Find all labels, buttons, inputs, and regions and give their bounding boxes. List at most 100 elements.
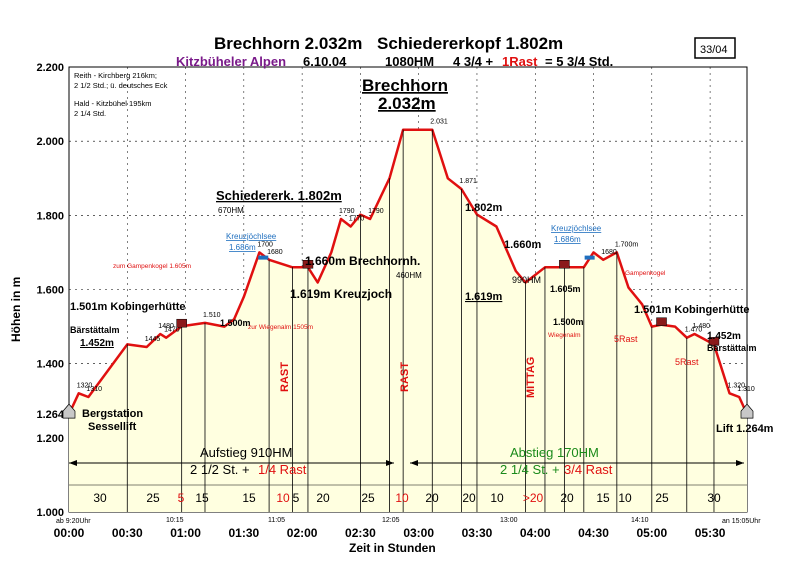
info-line-4: 2 1/4 Std. [74,109,106,118]
point-label: 1.470 [685,327,703,334]
aufstieg-arrow-head-right [386,460,394,466]
time-part1: 4 3/4 + [453,54,494,69]
baerstaettalm-left-height: 1.452m [80,338,114,349]
segment-duration: 10 [276,491,290,505]
point-label: 2.031 [430,119,448,126]
point-label: 1310 [86,386,102,393]
x-tick-label: 01:00 [170,526,201,540]
time-rast: 1Rast [502,54,538,69]
x-tick-label: 00:00 [54,526,85,540]
right-1802: 1.802m [465,202,503,214]
gampenkogel-left: zum Gampenkogel 1.605m [113,263,191,270]
segment-duration: 15 [195,491,209,505]
segment-duration: 25 [146,491,160,505]
point-label: 1445 [145,336,161,343]
lake-marker [258,255,269,260]
date-label: 6.10.04 [303,54,347,69]
lift-marker [740,403,754,419]
point-label: 1790 [339,208,355,215]
abstieg-rast: 3/4 Rast [564,462,613,477]
point-label: 1.871 [459,178,477,185]
segment-duration: 20 [425,491,439,505]
right-1619: 1.619m [465,291,503,303]
info-line-2: 2 1/2 Std.; ü. deutsches Eck [74,81,168,90]
point-label: 1.510 [203,312,221,319]
mittag-label: MITTAG [525,357,537,398]
x-tick-label: 05:00 [636,526,667,540]
kobinger-left: 1.501m Kobingerhütte [70,301,186,313]
point-labels: 132013101445148014701.510170016801790177… [62,119,755,419]
summit-name: Brechhorn [362,76,448,95]
point-label: 1480 [158,323,174,330]
schiedererk-label: Schiedererk. 1.802m [216,188,342,203]
right-1500: 1.500m [553,317,584,327]
time-1105: 11:05 [268,517,285,524]
segment-duration: 5 [178,491,185,505]
kreuzjoch-label: 1.619m Kreuzjoch [290,287,392,301]
wiegenalm-left: zur Wiegenalm 1505m [248,324,313,331]
point-label: 1.320 [728,382,746,389]
abstieg-title: Abstieg 170HM [510,445,599,460]
lift-marker [62,403,76,419]
point-label: 1680 [601,249,617,256]
baerstaettalm-right-height: 1.452m [707,331,741,342]
point-label: 1700 [257,241,273,248]
x-tick-label: 04:30 [578,526,609,540]
left-1500: 1.500m [220,318,251,328]
info-line-1: Reith - Kirchberg 216km; [74,71,157,80]
segment-duration: 5 [293,491,300,505]
title-brechhorn: Brechhorn 2.032m [214,34,362,53]
hut-marker [708,337,720,346]
wiegenalm-right: Wiegenalm [548,332,581,339]
point-label: 1.700m [615,241,639,248]
segment-duration: 25 [655,491,669,505]
kobinger-right: 1.501m Kobingerhütte [634,304,750,316]
y-tick-label: 1.800 [36,210,64,222]
aufstieg-arrow-head-left [69,460,77,466]
lift-end-label: Lift 1.264m [716,423,774,435]
hut-marker [656,317,667,326]
y-tick-label: 2.200 [36,62,64,74]
point-label: 1.310 [737,386,755,393]
segment-duration: 10 [618,491,632,505]
hut-marker [176,318,187,328]
baerstaettalm-right: Bärstättalm [707,343,757,353]
point-label: 1.480 [693,323,711,330]
time-end: an 15:05Uhr [722,518,761,525]
right-1605: 1.605m [550,284,581,294]
info-line-3: Hald - Kitzbühel 195km [74,99,152,108]
hm-label: 1080HM [385,54,434,69]
time-1015: 10:15 [166,517,184,524]
y-tick-label: 1.600 [36,285,64,297]
point-label: 1470 [164,327,180,334]
aufstieg-title: Aufstieg 910HM [200,445,293,460]
kreuzjoechlsee-right: Kreuzjöchlsee [551,224,602,233]
x-tick-label: 02:30 [345,526,376,540]
segment-duration: 30 [93,491,107,505]
schiedererk-hm: 670HM [218,206,244,215]
point-label: 1790 [368,208,384,215]
gampenkogel-right: Gampenkogel [625,270,666,277]
kreuzjoechlsee-right-height: 1.686m [554,235,581,244]
point-label: 1320 [77,382,93,389]
segment-durations: 30 25 5 15 15 10 5 20 25 10 20 20 10 >20 20 15 10 25 30 [69,484,747,505]
profile-fill [69,129,747,512]
kreuzjoechlsee-left: Kreuzjöchlsee [226,232,277,241]
segment-duration: 25 [361,491,375,505]
aufstieg-rast: 1/4 Rast [258,462,307,477]
y-axis-label: Höhen in m [9,277,23,342]
segment-duration: 15 [596,491,610,505]
summit-height: 2.032m [378,94,436,113]
hm-460: 460HM [396,271,422,280]
five-rast-1: 5Rast [614,334,638,344]
brechhornhuette-label: 1.660m Brechhornh. [305,254,420,268]
y-tick-label: 2.000 [36,136,64,148]
x-tick-label: 02:00 [287,526,318,540]
y-tick-label: 1.200 [36,433,64,445]
segment-duration: 10 [395,491,409,505]
profile-line [67,128,749,415]
x-tick-label: 00:30 [112,526,143,540]
segment-duration: 20 [462,491,476,505]
bergstation-label: Bergstation [82,408,143,420]
